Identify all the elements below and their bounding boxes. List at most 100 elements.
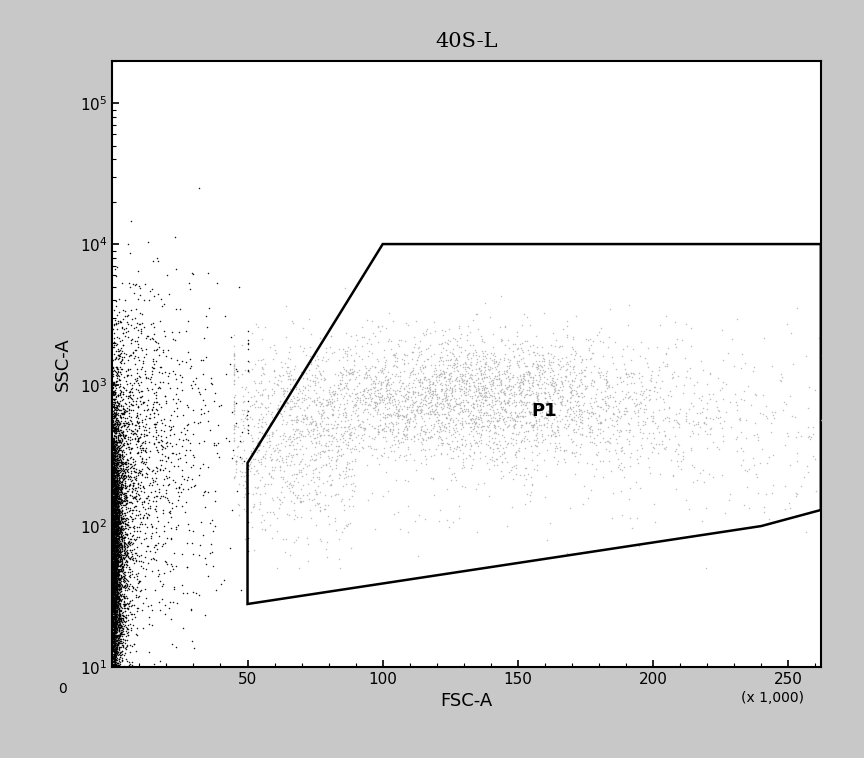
Point bbox=[159, 487, 173, 500]
Point bbox=[128, 434, 142, 446]
Point bbox=[309, 418, 323, 431]
Point bbox=[337, 381, 351, 393]
Point bbox=[144, 532, 158, 544]
Point bbox=[504, 384, 518, 396]
Point bbox=[537, 387, 551, 399]
Point bbox=[364, 371, 378, 384]
Point bbox=[622, 299, 636, 312]
Point bbox=[463, 380, 477, 392]
Point bbox=[574, 404, 588, 416]
Point bbox=[391, 406, 404, 418]
Point bbox=[599, 377, 613, 389]
Point bbox=[106, 630, 120, 642]
Point bbox=[107, 638, 121, 650]
Point bbox=[332, 449, 346, 461]
Point bbox=[671, 438, 685, 450]
Point bbox=[109, 540, 123, 553]
Point bbox=[567, 435, 581, 447]
Point bbox=[295, 429, 308, 441]
Point bbox=[400, 393, 414, 406]
Point bbox=[118, 590, 131, 603]
Point bbox=[745, 399, 759, 411]
Point bbox=[110, 661, 124, 673]
Point bbox=[107, 600, 121, 612]
Point bbox=[110, 483, 124, 495]
Point bbox=[652, 403, 666, 415]
Point bbox=[116, 530, 130, 542]
Point bbox=[110, 487, 124, 500]
Point bbox=[111, 578, 125, 590]
Point bbox=[116, 506, 130, 518]
Point bbox=[321, 393, 335, 406]
Point bbox=[108, 573, 122, 585]
Point bbox=[111, 445, 124, 457]
Point bbox=[686, 476, 700, 488]
Point bbox=[543, 370, 557, 382]
Point bbox=[116, 425, 130, 437]
Point bbox=[110, 596, 124, 608]
Point bbox=[106, 578, 120, 590]
Point bbox=[364, 377, 378, 390]
Point bbox=[108, 661, 122, 673]
Point bbox=[106, 432, 120, 444]
Point bbox=[482, 463, 496, 475]
Point bbox=[530, 421, 543, 433]
Point bbox=[106, 504, 120, 516]
Point bbox=[623, 424, 637, 437]
Point bbox=[114, 647, 128, 659]
Point bbox=[394, 389, 408, 401]
Point bbox=[108, 418, 122, 430]
Point bbox=[106, 574, 120, 586]
Point bbox=[108, 562, 122, 575]
Point bbox=[132, 318, 146, 330]
Point bbox=[113, 661, 127, 673]
Point bbox=[124, 428, 138, 440]
Point bbox=[111, 389, 124, 401]
Point bbox=[107, 463, 121, 475]
Point bbox=[508, 449, 522, 461]
Point bbox=[501, 437, 515, 449]
Point bbox=[242, 356, 256, 368]
Point bbox=[253, 488, 267, 500]
Point bbox=[497, 365, 511, 377]
Point bbox=[329, 427, 343, 439]
Point bbox=[106, 602, 120, 614]
Point bbox=[109, 618, 123, 630]
Point bbox=[524, 388, 537, 400]
Y-axis label: SSC-A: SSC-A bbox=[54, 337, 72, 390]
Point bbox=[110, 472, 124, 484]
Point bbox=[577, 405, 591, 417]
Point bbox=[381, 373, 395, 385]
Point bbox=[109, 475, 123, 487]
Point bbox=[112, 517, 126, 529]
Point bbox=[114, 440, 128, 453]
Point bbox=[267, 387, 281, 399]
Point bbox=[194, 515, 208, 528]
Point bbox=[365, 487, 379, 500]
Point bbox=[227, 329, 241, 341]
Point bbox=[232, 451, 246, 463]
Point bbox=[510, 409, 524, 421]
Point bbox=[108, 659, 122, 671]
Point bbox=[118, 661, 131, 673]
Point bbox=[107, 512, 121, 524]
Point bbox=[107, 599, 121, 611]
Point bbox=[436, 408, 450, 420]
Point bbox=[116, 429, 130, 441]
Point bbox=[494, 465, 508, 478]
Point bbox=[254, 396, 268, 409]
Point bbox=[111, 487, 125, 499]
Point bbox=[111, 465, 124, 477]
Point bbox=[108, 500, 122, 512]
Point bbox=[123, 533, 137, 545]
Point bbox=[107, 641, 121, 653]
Point bbox=[551, 353, 565, 365]
Point bbox=[110, 497, 124, 509]
Point bbox=[423, 431, 437, 443]
Point bbox=[172, 453, 186, 465]
Point bbox=[109, 637, 123, 650]
Point bbox=[319, 489, 333, 501]
Point bbox=[108, 653, 122, 665]
Point bbox=[414, 444, 428, 456]
Point bbox=[113, 661, 127, 673]
